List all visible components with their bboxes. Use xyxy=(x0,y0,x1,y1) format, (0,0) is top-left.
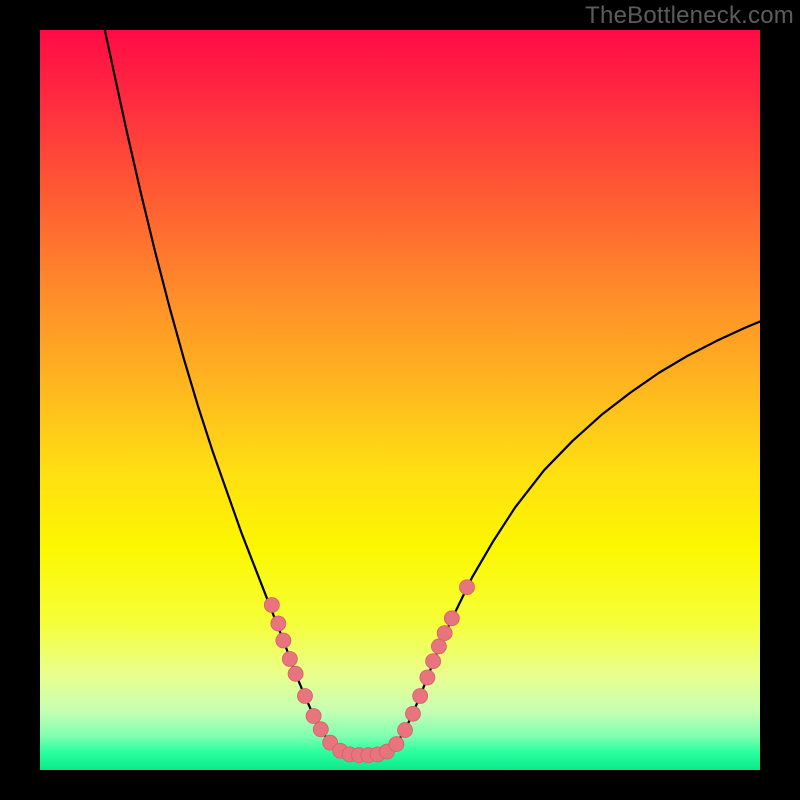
bottleneck-chart xyxy=(0,0,800,800)
curve-marker xyxy=(405,706,420,721)
curve-marker xyxy=(282,652,297,667)
watermark-text: TheBottleneck.com xyxy=(585,2,794,30)
curve-marker xyxy=(459,580,474,595)
plot-background xyxy=(40,30,760,770)
curve-marker xyxy=(306,708,321,723)
curve-marker xyxy=(437,626,452,641)
curve-marker xyxy=(426,654,441,669)
chart-frame: TheBottleneck.com xyxy=(0,0,800,800)
curve-marker xyxy=(444,611,459,626)
curve-marker xyxy=(264,597,279,612)
curve-marker xyxy=(271,616,286,631)
curve-marker xyxy=(431,639,446,654)
curve-marker xyxy=(313,722,328,737)
curve-marker xyxy=(297,689,312,704)
curve-marker xyxy=(398,723,413,738)
curve-marker xyxy=(389,737,404,752)
curve-marker xyxy=(288,666,303,681)
curve-marker xyxy=(276,633,291,648)
curve-marker xyxy=(413,689,428,704)
curve-marker xyxy=(420,670,435,685)
